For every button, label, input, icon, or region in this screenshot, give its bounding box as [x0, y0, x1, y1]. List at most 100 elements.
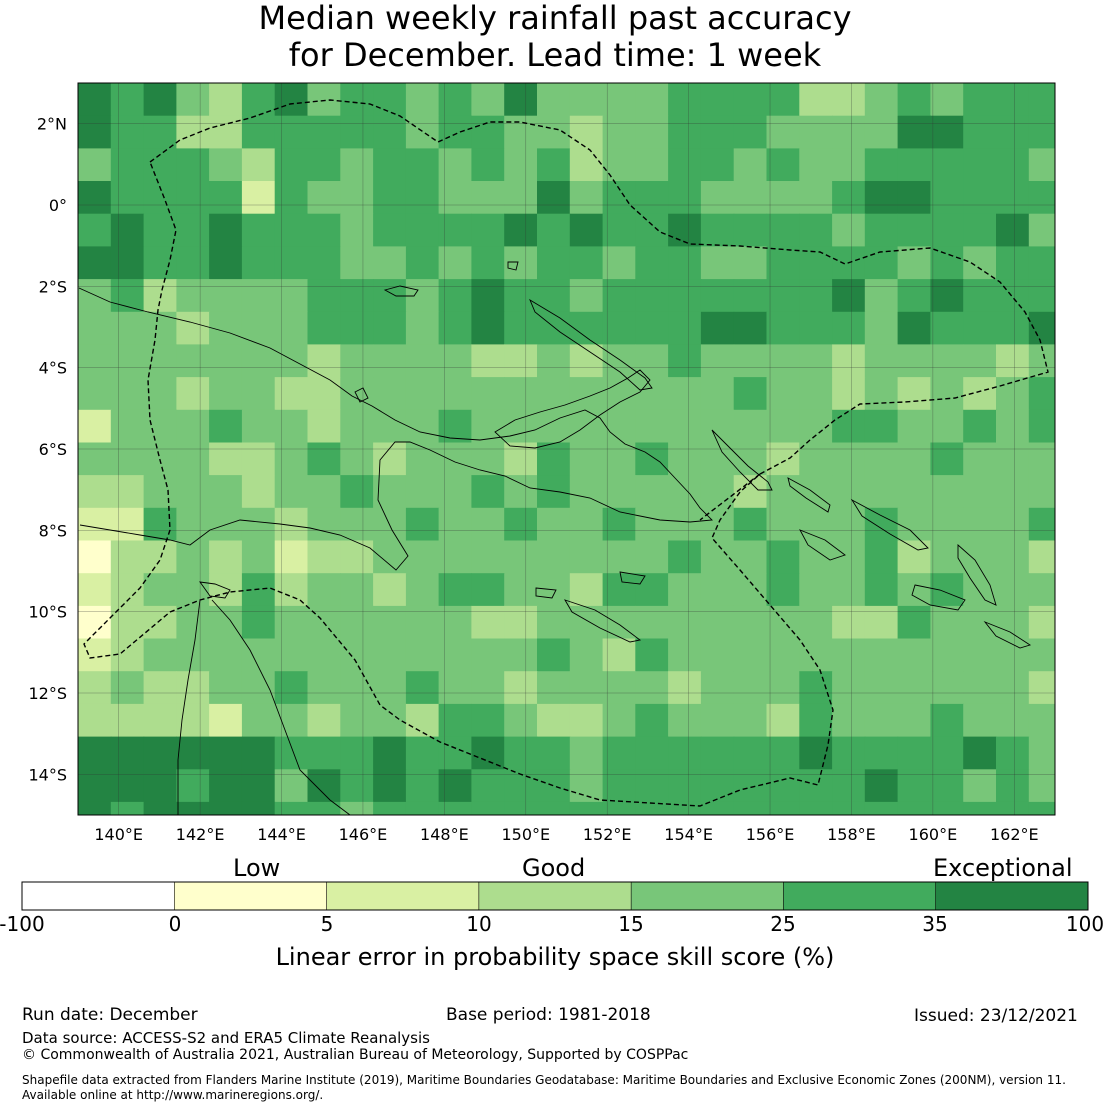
skill-cell	[930, 573, 964, 607]
skill-cell	[668, 279, 702, 313]
skill-cell	[668, 377, 702, 411]
skill-cell	[668, 115, 702, 149]
skill-cell	[78, 311, 112, 346]
skill-cell	[176, 605, 210, 640]
skill-cell	[733, 148, 768, 182]
skill-cell	[602, 115, 636, 149]
skill-cell	[176, 409, 210, 444]
skill-cell	[996, 475, 1030, 509]
skill-cell	[668, 83, 702, 117]
skill-cell	[78, 181, 112, 215]
coastlines	[78, 261, 1032, 816]
skill-cell	[307, 377, 341, 411]
skill-cell	[307, 442, 341, 476]
skill-cell	[176, 703, 210, 738]
skill-cell	[700, 573, 735, 607]
skill-cell	[274, 181, 309, 215]
skill-cell	[897, 311, 931, 346]
colorbar-tick: 0	[168, 912, 182, 936]
skill-cell	[78, 801, 112, 815]
skill-cell	[832, 605, 866, 640]
skill-cell	[930, 442, 964, 476]
skill-cell	[307, 115, 341, 149]
skill-cell	[405, 769, 440, 803]
skill-cell	[241, 115, 276, 149]
skill-cell	[78, 703, 112, 738]
skill-cell	[963, 213, 997, 247]
skill-cell	[700, 83, 735, 117]
trobriand-coast	[619, 571, 646, 585]
skill-cell	[635, 638, 669, 672]
skill-cell	[930, 83, 964, 117]
skill-cell	[471, 181, 505, 215]
skill-cell	[110, 507, 145, 542]
skill-cell	[143, 311, 177, 346]
skill-cell	[176, 115, 210, 149]
skill-cell	[438, 540, 472, 574]
skill-cell	[864, 115, 899, 149]
skill-cell	[799, 605, 833, 640]
skill-cell	[340, 83, 374, 117]
skill-cell	[405, 638, 440, 672]
skill-cell	[733, 507, 768, 542]
skill-cell	[733, 279, 768, 313]
skill-cell	[832, 279, 866, 313]
skill-cell	[405, 83, 440, 117]
title-line-2: for December. Lead time: 1 week	[288, 36, 822, 74]
torres-strait-coast	[199, 581, 231, 599]
skill-cell	[537, 736, 571, 770]
skill-cell	[110, 344, 145, 378]
skill-cell	[700, 213, 735, 247]
skill-cell	[241, 409, 276, 444]
solomon-eez-boundary	[699, 473, 761, 521]
skill-cell	[569, 475, 604, 509]
skill-cell	[569, 769, 604, 803]
skill-cell	[897, 181, 931, 215]
skill-cell	[864, 148, 899, 182]
skill-cell	[471, 344, 505, 378]
skill-cell	[340, 246, 374, 280]
skill-cell	[996, 573, 1030, 607]
skill-cell	[110, 279, 145, 313]
colorbar	[21, 881, 1089, 911]
skill-cell	[373, 246, 407, 280]
skill-cell	[963, 703, 997, 738]
skill-cell	[635, 409, 669, 444]
skill-cell	[996, 540, 1030, 574]
solomon-isabel-coast	[850, 498, 929, 551]
skill-cell	[143, 409, 177, 444]
skill-cell	[700, 801, 735, 815]
skill-cell	[1028, 115, 1055, 149]
skill-cell	[274, 573, 309, 607]
skill-cell	[1028, 475, 1055, 509]
skill-cell	[832, 442, 866, 476]
skill-cell	[78, 442, 112, 476]
skill-cell	[340, 703, 374, 738]
skill-cell	[143, 801, 177, 815]
skill-cell	[438, 181, 472, 215]
skill-cell	[1028, 279, 1055, 313]
skill-cell	[569, 311, 604, 346]
cape-york-east-coast	[211, 599, 351, 816]
skill-cell	[963, 181, 997, 215]
longitude-label: 158°E	[827, 825, 876, 844]
skill-cell	[996, 148, 1030, 182]
skill-cell	[635, 671, 669, 705]
skill-cell	[241, 507, 276, 542]
skill-cell	[930, 181, 964, 215]
data-source: Data source: ACCESS-S2 and ERA5 Climate …	[22, 1029, 430, 1047]
skill-cell	[143, 736, 177, 770]
skill-cell	[733, 736, 768, 770]
skill-cell	[832, 409, 866, 444]
skill-cell	[504, 573, 538, 607]
issued-date: Issued: 23/12/2021	[914, 1006, 1078, 1026]
skill-cell	[799, 377, 833, 411]
skill-cell	[537, 181, 571, 215]
skill-cell	[143, 475, 177, 509]
skill-cell	[340, 769, 374, 803]
skill-cell	[537, 148, 571, 182]
skill-cell	[766, 83, 800, 117]
skill-cell	[897, 377, 931, 411]
skill-cell	[733, 246, 768, 280]
skill-cell	[569, 671, 604, 705]
